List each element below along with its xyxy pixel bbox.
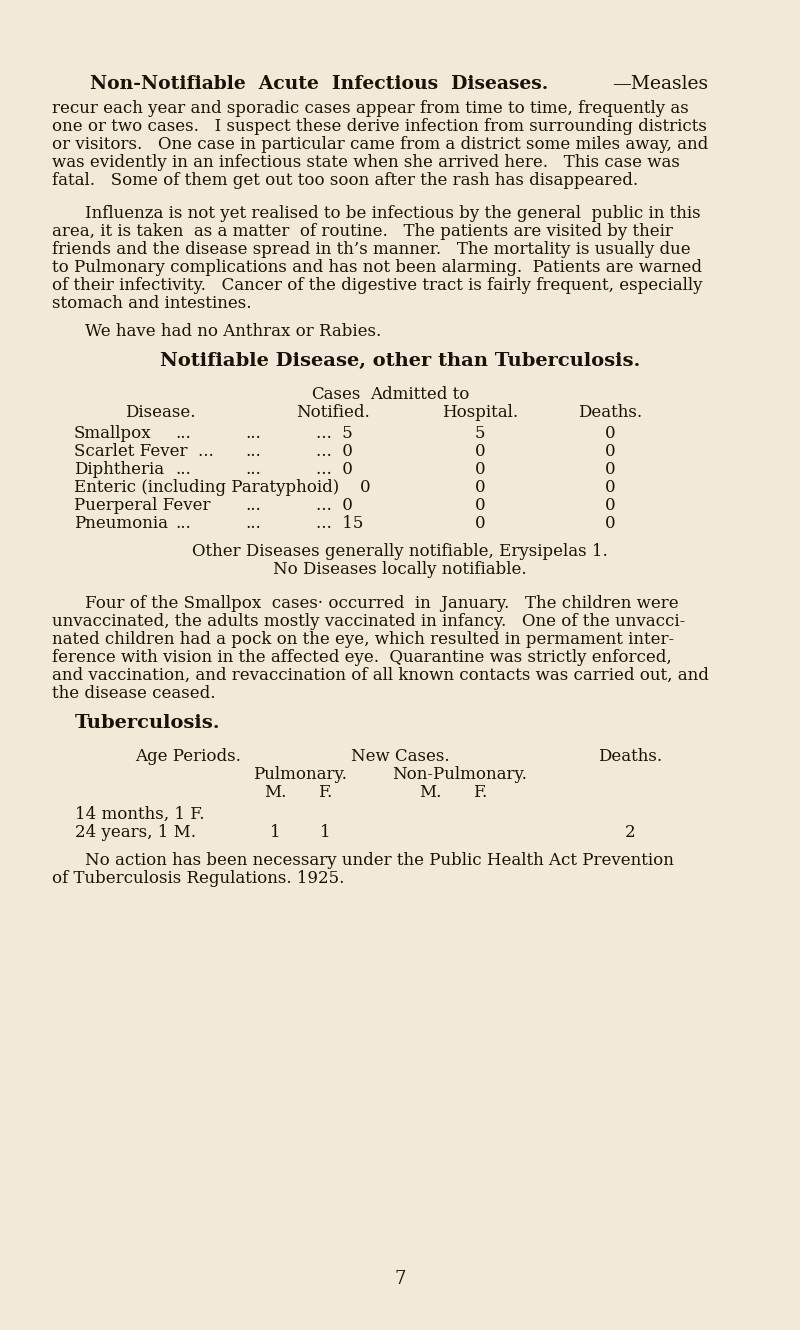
Text: stomach and intestines.: stomach and intestines. xyxy=(52,295,251,313)
Text: ...  0: ... 0 xyxy=(316,497,353,513)
Text: ...: ... xyxy=(175,515,190,532)
Text: and vaccination, and revaccination of all known contacts was carried out, and: and vaccination, and revaccination of al… xyxy=(52,668,709,684)
Text: 24 years, 1 M.: 24 years, 1 M. xyxy=(75,825,196,841)
Text: ference with vision in the affected eye.  Quarantine was strictly enforced,: ference with vision in the affected eye.… xyxy=(52,649,672,666)
Text: 0: 0 xyxy=(474,479,486,496)
Text: 0: 0 xyxy=(474,497,486,513)
Text: M.: M. xyxy=(419,783,441,801)
Text: ...  0: ... 0 xyxy=(316,443,353,460)
Text: ...  0: ... 0 xyxy=(316,462,353,477)
Text: Diphtheria: Diphtheria xyxy=(74,462,164,477)
Text: Enteric (including Paratyphoid): Enteric (including Paratyphoid) xyxy=(74,479,339,496)
Text: 2: 2 xyxy=(625,825,635,841)
Text: No Diseases locally notifiable.: No Diseases locally notifiable. xyxy=(273,561,527,579)
Text: We have had no Anthrax or Rabies.: We have had no Anthrax or Rabies. xyxy=(85,323,382,340)
Text: area, it is taken  as a matter  of routine.   The patients are visited by their: area, it is taken as a matter of routine… xyxy=(52,223,673,239)
Text: ...: ... xyxy=(245,426,261,442)
Text: F.: F. xyxy=(318,783,332,801)
Text: Admitted to: Admitted to xyxy=(370,386,470,403)
Text: Puerperal Fever: Puerperal Fever xyxy=(74,497,210,513)
Text: 1: 1 xyxy=(320,825,330,841)
Text: Four of the Smallpox  cases· occurred  in  January.   The children were: Four of the Smallpox cases· occurred in … xyxy=(85,595,678,612)
Text: ...  15: ... 15 xyxy=(316,515,363,532)
Text: to Pulmonary complications and has not been alarming.  Patients are warned: to Pulmonary complications and has not b… xyxy=(52,259,702,277)
Text: Pneumonia: Pneumonia xyxy=(74,515,168,532)
Text: or visitors.   One case in particular came from a district some miles away, and: or visitors. One case in particular came… xyxy=(52,136,708,153)
Text: unvaccinated, the adults mostly vaccinated in infancy.   One of the unvacci-: unvaccinated, the adults mostly vaccinat… xyxy=(52,613,686,630)
Text: was evidently in an infectious state when she arrived here.   This case was: was evidently in an infectious state whe… xyxy=(52,154,680,172)
Text: 5: 5 xyxy=(474,426,486,442)
Text: ...  5: ... 5 xyxy=(316,426,353,442)
Text: 1: 1 xyxy=(270,825,280,841)
Text: the disease ceased.: the disease ceased. xyxy=(52,685,215,702)
Text: fatal.   Some of them get out too soon after the rash has disappeared.: fatal. Some of them get out too soon aft… xyxy=(52,172,638,189)
Text: Non-Notifiable  Acute  Infectious  Diseases.: Non-Notifiable Acute Infectious Diseases… xyxy=(90,74,548,93)
Text: Age Periods.: Age Periods. xyxy=(135,747,241,765)
Text: M.: M. xyxy=(264,783,286,801)
Text: recur each year and sporadic cases appear from time to time, frequently as: recur each year and sporadic cases appea… xyxy=(52,100,689,117)
Text: Other Diseases generally notifiable, Erysipelas 1.: Other Diseases generally notifiable, Ery… xyxy=(192,543,608,560)
Text: Deaths.: Deaths. xyxy=(578,404,642,422)
Text: Influenza is not yet realised to be infectious by the general  public in this: Influenza is not yet realised to be infe… xyxy=(85,205,701,222)
Text: ...: ... xyxy=(175,462,190,477)
Text: ...: ... xyxy=(245,462,261,477)
Text: —Measles: —Measles xyxy=(612,74,708,93)
Text: 0: 0 xyxy=(360,479,370,496)
Text: Cases: Cases xyxy=(310,386,360,403)
Text: ...: ... xyxy=(245,443,261,460)
Text: nated children had a pock on the eye, which resulted in permament inter-: nated children had a pock on the eye, wh… xyxy=(52,630,674,648)
Text: 0: 0 xyxy=(605,497,615,513)
Text: 0: 0 xyxy=(474,462,486,477)
Text: 0: 0 xyxy=(605,462,615,477)
Text: Pulmonary.: Pulmonary. xyxy=(253,766,347,783)
Text: 7: 7 xyxy=(394,1270,406,1287)
Text: Scarlet Fever  ...: Scarlet Fever ... xyxy=(74,443,214,460)
Text: Smallpox: Smallpox xyxy=(74,426,152,442)
Text: 0: 0 xyxy=(605,479,615,496)
Text: ...: ... xyxy=(245,497,261,513)
Text: 0: 0 xyxy=(474,515,486,532)
Text: Notifiable Disease, other than Tuberculosis.: Notifiable Disease, other than Tuberculo… xyxy=(160,352,640,370)
Text: Non-Pulmonary.: Non-Pulmonary. xyxy=(393,766,527,783)
Text: F.: F. xyxy=(473,783,487,801)
Text: Notified.: Notified. xyxy=(296,404,370,422)
Text: of Tuberculosis Regulations. 1925.: of Tuberculosis Regulations. 1925. xyxy=(52,870,344,887)
Text: 0: 0 xyxy=(605,443,615,460)
Text: Deaths.: Deaths. xyxy=(598,747,662,765)
Text: New Cases.: New Cases. xyxy=(350,747,450,765)
Text: one or two cases.   I suspect these derive infection from surrounding districts: one or two cases. I suspect these derive… xyxy=(52,118,707,136)
Text: Tuberculosis.: Tuberculosis. xyxy=(75,714,221,732)
Text: No action has been necessary under the Public Health Act Prevention: No action has been necessary under the P… xyxy=(85,853,674,868)
Text: friends and the disease spread in th’s manner.   The mortality is usually due: friends and the disease spread in th’s m… xyxy=(52,241,690,258)
Text: ...: ... xyxy=(245,515,261,532)
Text: Hospital.: Hospital. xyxy=(442,404,518,422)
Text: 0: 0 xyxy=(605,515,615,532)
Text: 0: 0 xyxy=(474,443,486,460)
Text: ...: ... xyxy=(175,426,190,442)
Text: 0: 0 xyxy=(605,426,615,442)
Text: 14 months, 1 F.: 14 months, 1 F. xyxy=(75,806,205,823)
Text: Disease.: Disease. xyxy=(125,404,195,422)
Text: of their infectivity.   Cancer of the digestive tract is fairly frequent, especi: of their infectivity. Cancer of the dige… xyxy=(52,277,702,294)
